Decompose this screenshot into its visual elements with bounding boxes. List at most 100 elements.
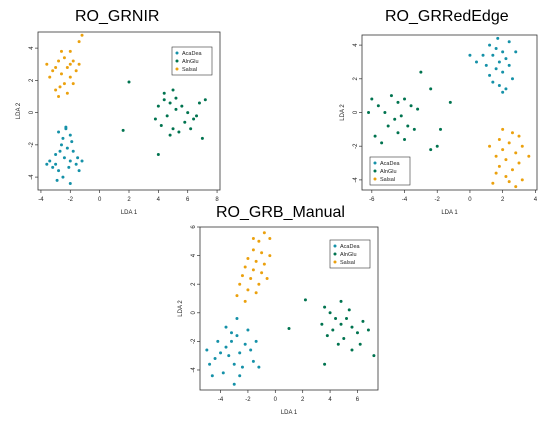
- x-axis-label-grnir: LDA 1: [121, 210, 138, 216]
- data-point-alnglu: [328, 311, 332, 315]
- data-point-salsal: [494, 154, 498, 158]
- x-tick-label: 6: [356, 397, 360, 403]
- data-point-alnglu: [358, 342, 362, 346]
- data-point-acadea: [213, 357, 217, 361]
- legend-marker-salsal: [333, 260, 337, 264]
- data-point-salsal: [507, 141, 511, 145]
- legend-marker-acadea: [333, 244, 337, 248]
- legend-marker-alnglu: [175, 59, 179, 63]
- chart-title-grnir: RO_GRNIR: [75, 8, 160, 25]
- data-point-salsal: [260, 271, 264, 275]
- data-point-alnglu: [189, 127, 193, 131]
- legend-label-acadea: AcaDea: [380, 161, 401, 167]
- x-tick-label: -4: [218, 397, 224, 403]
- data-point-acadea: [229, 331, 233, 335]
- x-tick-label: 6: [186, 197, 190, 203]
- data-point-acadea: [494, 67, 498, 71]
- data-point-salsal: [251, 248, 255, 252]
- data-point-alnglu: [372, 354, 376, 358]
- data-point-alnglu: [396, 100, 400, 104]
- data-point-salsal: [527, 154, 531, 158]
- data-point-acadea: [251, 359, 255, 363]
- data-point-alnglu: [361, 319, 365, 323]
- data-point-salsal: [517, 134, 521, 138]
- data-point-salsal: [65, 65, 69, 69]
- data-point-alnglu: [403, 97, 407, 101]
- data-point-acadea: [67, 165, 71, 169]
- data-point-salsal: [80, 33, 84, 37]
- data-point-alnglu: [323, 305, 327, 309]
- data-point-salsal: [65, 91, 69, 95]
- data-point-salsal: [504, 158, 508, 162]
- data-point-salsal: [517, 161, 521, 165]
- x-tick-label: 2: [127, 197, 131, 203]
- data-point-alnglu: [171, 88, 175, 92]
- data-point-alnglu: [383, 111, 387, 114]
- data-point-acadea: [224, 345, 228, 349]
- data-point-alnglu: [386, 124, 390, 128]
- data-point-salsal: [504, 175, 508, 179]
- data-point-acadea: [243, 342, 247, 346]
- data-point-alnglu: [203, 98, 207, 102]
- data-point-alnglu: [162, 98, 166, 102]
- data-point-salsal: [59, 49, 63, 53]
- y-tick-label: 0: [353, 110, 359, 114]
- x-tick-label: 0: [274, 397, 278, 403]
- data-point-acadea: [216, 339, 220, 343]
- data-point-acadea: [474, 60, 478, 64]
- data-point-acadea: [61, 136, 65, 140]
- data-point-alnglu: [336, 342, 340, 346]
- data-point-salsal: [57, 94, 61, 98]
- data-point-acadea: [80, 159, 84, 163]
- data-point-alnglu: [156, 153, 160, 157]
- data-point-acadea: [514, 50, 518, 54]
- data-point-salsal: [494, 171, 498, 175]
- data-point-alnglu: [153, 117, 157, 121]
- data-point-alnglu: [406, 124, 410, 128]
- data-point-alnglu: [303, 298, 307, 302]
- data-point-acadea: [61, 175, 65, 179]
- data-point-salsal: [268, 236, 272, 240]
- data-point-alnglu: [355, 331, 359, 335]
- data-point-alnglu: [435, 144, 439, 148]
- data-point-acadea: [51, 165, 55, 169]
- data-point-acadea: [496, 36, 500, 40]
- x-tick-label: 2: [301, 397, 305, 403]
- data-point-salsal: [48, 75, 52, 79]
- data-point-alnglu: [403, 137, 407, 141]
- data-point-acadea: [254, 339, 258, 343]
- data-point-acadea: [468, 53, 472, 57]
- data-point-acadea: [64, 125, 68, 129]
- data-point-acadea: [58, 149, 62, 153]
- data-point-acadea: [235, 334, 239, 338]
- x-tick-label: 4: [328, 397, 332, 403]
- chart-title-grrededge: RO_GRRedEdge: [385, 8, 509, 25]
- data-point-salsal: [514, 185, 518, 189]
- data-point-alnglu: [320, 322, 324, 326]
- data-point-acadea: [76, 156, 80, 160]
- data-point-alnglu: [367, 111, 371, 114]
- chart-title-grb-manual: RO_GRB_Manual: [216, 204, 345, 221]
- legend-label-acadea: AcaDea: [340, 244, 361, 250]
- data-point-alnglu: [174, 107, 178, 111]
- data-point-acadea: [494, 46, 498, 50]
- data-point-acadea: [501, 50, 505, 54]
- legend-box-grb-manual: [329, 239, 371, 269]
- data-point-alnglu: [396, 131, 400, 135]
- data-point-acadea: [484, 63, 488, 67]
- data-point-alnglu: [389, 94, 393, 98]
- data-point-alnglu: [416, 107, 420, 111]
- data-point-salsal: [57, 59, 61, 63]
- legend-marker-acadea: [175, 51, 179, 55]
- data-point-salsal: [260, 251, 264, 255]
- data-point-alnglu: [168, 133, 172, 137]
- data-point-salsal: [491, 181, 495, 185]
- data-point-salsal: [45, 62, 49, 66]
- data-point-acadea: [501, 70, 505, 74]
- x-tick-label: 2: [501, 197, 505, 203]
- data-point-salsal: [251, 268, 255, 272]
- data-point-alnglu: [323, 362, 327, 366]
- data-point-acadea: [507, 40, 511, 44]
- data-point-salsal: [265, 276, 269, 280]
